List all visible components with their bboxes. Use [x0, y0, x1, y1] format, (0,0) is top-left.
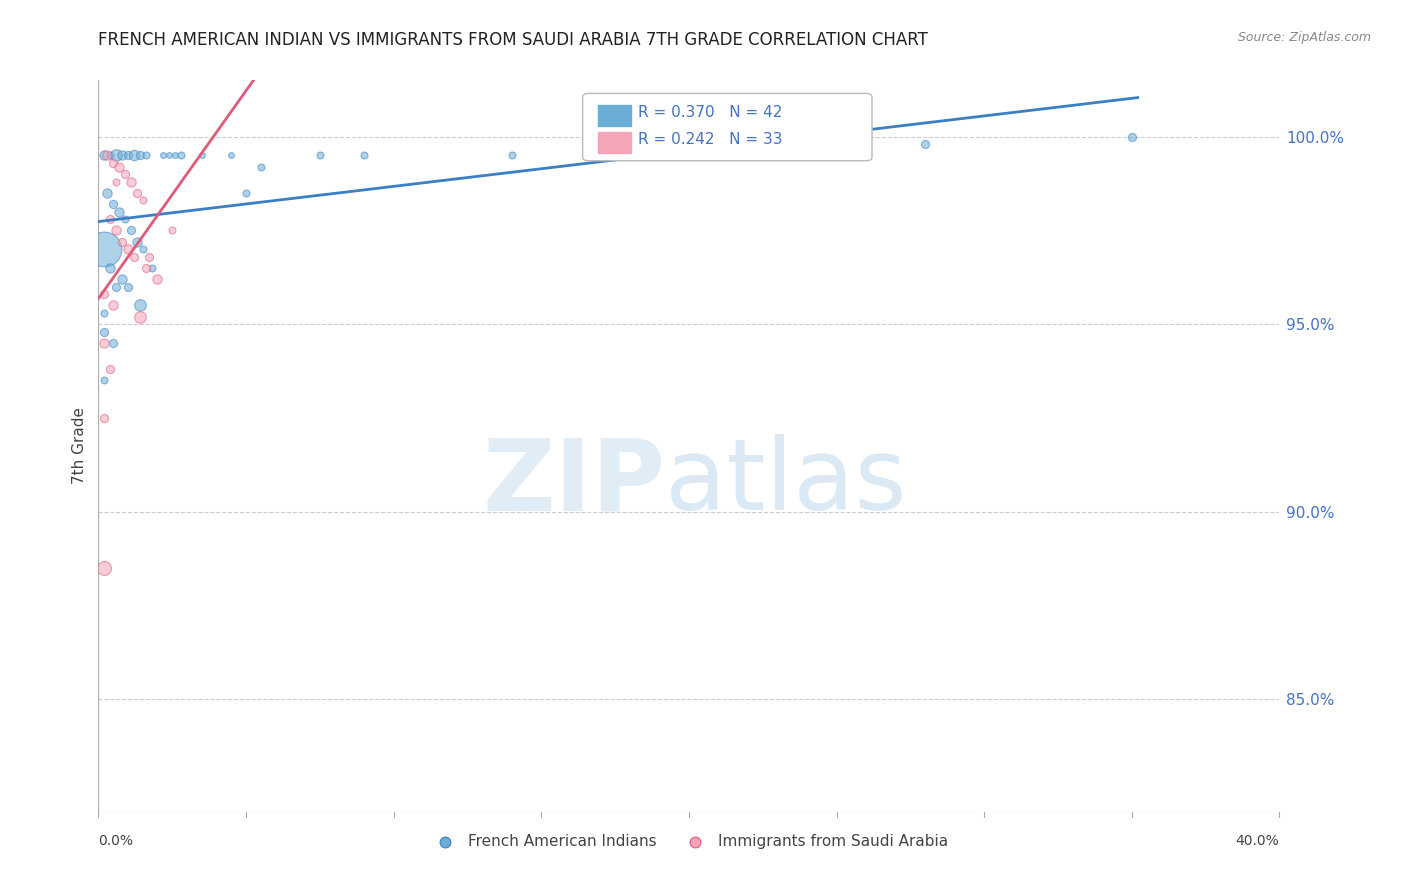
Point: [128, 298, 150, 312]
Point: [96, 186, 118, 200]
Point: [93, 561, 115, 575]
Point: [135, 260, 157, 275]
Point: [120, 223, 142, 237]
Point: [93, 410, 115, 425]
Point: [114, 212, 136, 227]
Bar: [598, 132, 631, 153]
Point: [501, 148, 523, 162]
Point: [93, 287, 115, 301]
Point: [122, 250, 145, 264]
Text: ZIP: ZIP: [482, 434, 665, 531]
Text: R = 0.370   N = 42: R = 0.370 N = 42: [638, 105, 783, 120]
Point: [122, 148, 145, 162]
Point: [250, 160, 273, 174]
Y-axis label: 7th Grade: 7th Grade: [72, 408, 87, 484]
Point: [93, 335, 115, 350]
Point: [1121, 129, 1143, 144]
Point: [132, 242, 155, 256]
Point: [111, 272, 134, 286]
Point: [105, 148, 128, 162]
Point: [152, 148, 174, 162]
Point: [914, 136, 936, 151]
FancyBboxPatch shape: [582, 94, 872, 161]
Point: [309, 148, 332, 162]
Point: [96, 148, 118, 162]
Point: [111, 235, 134, 249]
Text: 0.0%: 0.0%: [98, 834, 134, 847]
Point: [98, 212, 121, 227]
Legend: French American Indians, Immigrants from Saudi Arabia: French American Indians, Immigrants from…: [423, 828, 955, 855]
Point: [170, 148, 193, 162]
Point: [128, 148, 150, 162]
Point: [141, 260, 163, 275]
Point: [117, 279, 139, 293]
Point: [132, 194, 155, 208]
Point: [103, 156, 125, 170]
Point: [93, 242, 115, 256]
Point: [353, 148, 375, 162]
Point: [162, 223, 183, 237]
Text: FRENCH AMERICAN INDIAN VS IMMIGRANTS FROM SAUDI ARABIA 7TH GRADE CORRELATION CHA: FRENCH AMERICAN INDIAN VS IMMIGRANTS FRO…: [98, 31, 928, 49]
Point: [135, 148, 157, 162]
Text: 40.0%: 40.0%: [1236, 834, 1279, 847]
Point: [93, 325, 115, 339]
Point: [111, 148, 134, 162]
Point: [108, 204, 131, 219]
Text: atlas: atlas: [665, 434, 907, 531]
Text: R = 0.242   N = 33: R = 0.242 N = 33: [638, 132, 783, 147]
Point: [120, 175, 142, 189]
Bar: [598, 105, 631, 126]
Point: [105, 223, 128, 237]
Point: [108, 160, 131, 174]
Point: [117, 242, 139, 256]
Point: [128, 310, 150, 324]
Point: [105, 279, 128, 293]
Point: [93, 373, 115, 387]
Point: [98, 260, 121, 275]
Point: [146, 272, 169, 286]
Point: [103, 335, 125, 350]
Point: [157, 148, 180, 162]
Point: [235, 186, 257, 200]
Point: [103, 298, 125, 312]
Point: [165, 148, 187, 162]
Point: [191, 148, 214, 162]
Point: [98, 362, 121, 376]
Point: [117, 148, 139, 162]
Point: [125, 186, 148, 200]
Text: Source: ZipAtlas.com: Source: ZipAtlas.com: [1237, 31, 1371, 45]
Point: [103, 197, 125, 211]
Point: [98, 148, 121, 162]
Point: [221, 148, 243, 162]
Point: [93, 148, 115, 162]
Point: [105, 175, 128, 189]
Point: [93, 306, 115, 320]
Point: [114, 167, 136, 181]
Point: [125, 235, 148, 249]
Point: [138, 250, 160, 264]
